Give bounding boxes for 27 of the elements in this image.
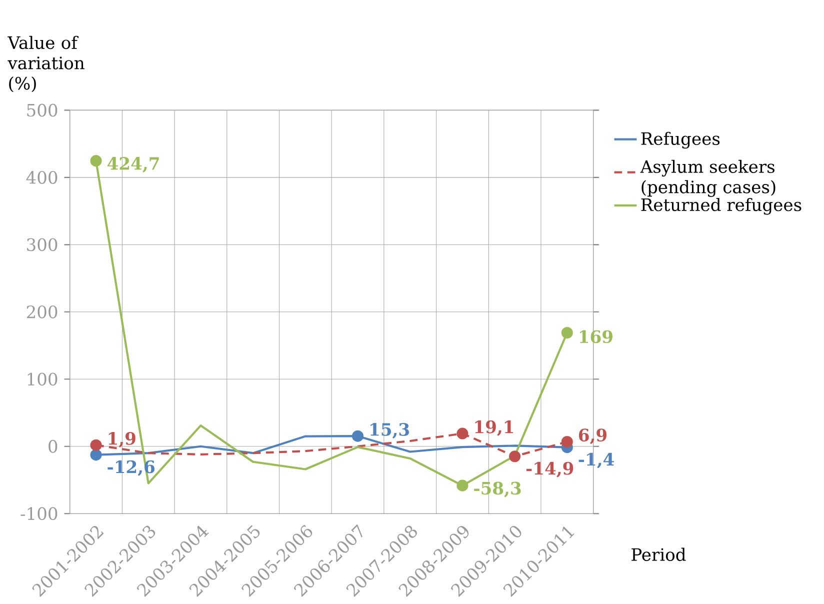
y-tick-label: 300 (27, 238, 58, 252)
data-label: 15,3 (370, 422, 409, 438)
data-label: 1,9 (108, 432, 136, 448)
data-label: -58,3 (474, 482, 521, 498)
data-label: -14,9 (526, 462, 574, 478)
y-tick-label: 0 (48, 440, 58, 453)
y-tick-label: 100 (28, 372, 58, 386)
legend-label: Returned refugees (641, 198, 802, 215)
point (456, 480, 468, 492)
point (90, 154, 102, 167)
point (90, 449, 102, 461)
point (456, 428, 468, 440)
y-axis-title: Value of variation (%) (8, 36, 84, 92)
y-tick-label: 500 (27, 104, 58, 117)
data-label: 424,7 (107, 156, 159, 172)
legend-label: Asylum seekers (pending cases) (640, 160, 776, 197)
point (352, 430, 364, 442)
y-tick-label: -100 (20, 507, 58, 520)
point (90, 439, 102, 451)
point (561, 436, 573, 448)
y-tick-label: 400 (26, 170, 58, 184)
data-label: 19,1 (475, 420, 514, 436)
legend-label: Refugees (641, 132, 720, 149)
x-axis-title: Period (632, 548, 686, 561)
y-tick-label: 200 (26, 305, 58, 318)
point (509, 450, 521, 462)
point (561, 326, 573, 338)
